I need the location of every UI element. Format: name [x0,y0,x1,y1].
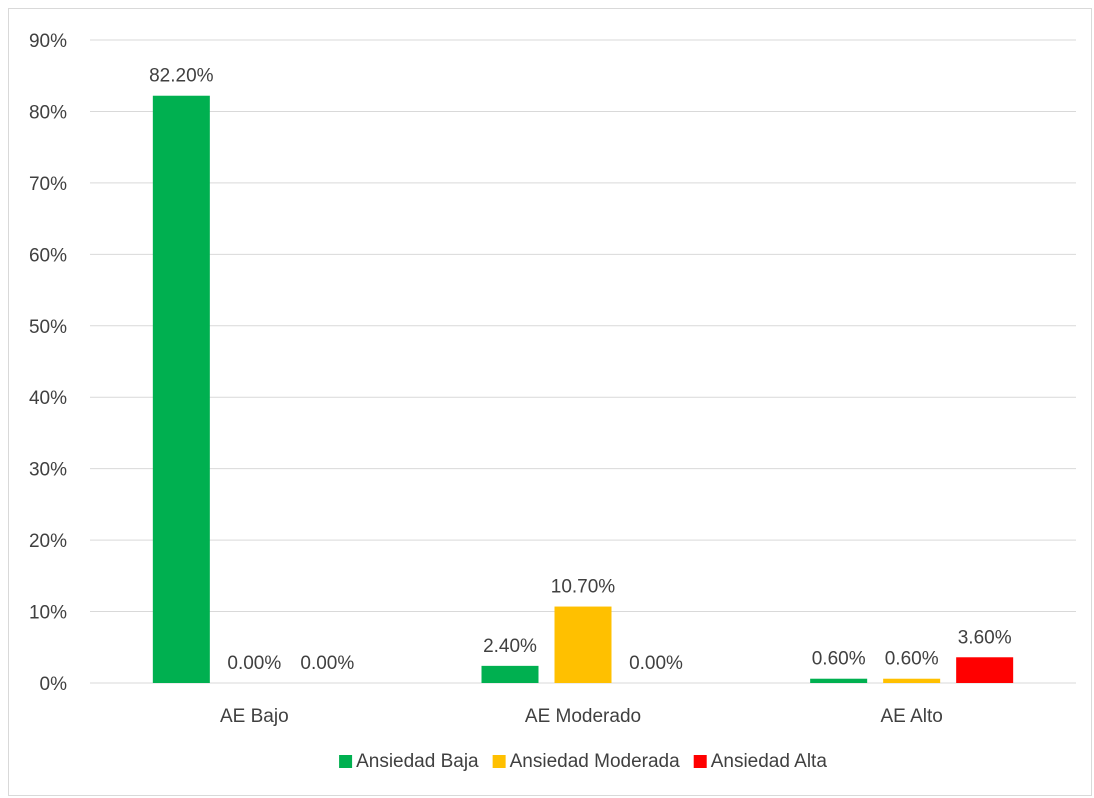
legend-label: Ansiedad Baja [356,751,479,772]
x-tick-label: AE Alto [881,706,943,727]
bar [956,657,1014,683]
y-tick-label: 30% [29,460,67,481]
y-tick-label: 20% [29,531,67,552]
y-tick-label: 60% [29,245,67,266]
legend-label: Ansiedad Moderada [510,751,680,772]
x-tick-label: AE Moderado [525,706,641,727]
y-tick-label: 90% [29,31,67,52]
data-label: 0.00% [300,653,354,674]
y-tick-label: 70% [29,174,67,195]
bar [481,665,539,683]
data-label: 0.00% [629,653,683,674]
data-label: 0.60% [812,649,866,670]
bar [883,678,941,683]
data-label: 0.00% [227,653,281,674]
y-tick-label: 40% [29,388,67,409]
y-tick-label: 10% [29,603,67,624]
bar [554,606,612,683]
data-label: 3.60% [958,627,1012,648]
y-tick-label: 0% [40,674,68,695]
legend-swatch [492,755,506,768]
data-label: 10.70% [551,577,616,598]
bar [152,95,210,683]
bar [810,678,868,683]
legend-swatch [339,755,353,768]
y-tick-label: 80% [29,102,67,123]
data-label: 2.40% [483,636,537,657]
data-label: 0.60% [885,649,939,670]
legend-label: Ansiedad Alta [711,751,828,772]
legend-swatch [693,755,707,768]
x-tick-label: AE Bajo [220,706,289,727]
y-tick-label: 50% [29,317,67,338]
data-label: 82.20% [149,66,214,87]
